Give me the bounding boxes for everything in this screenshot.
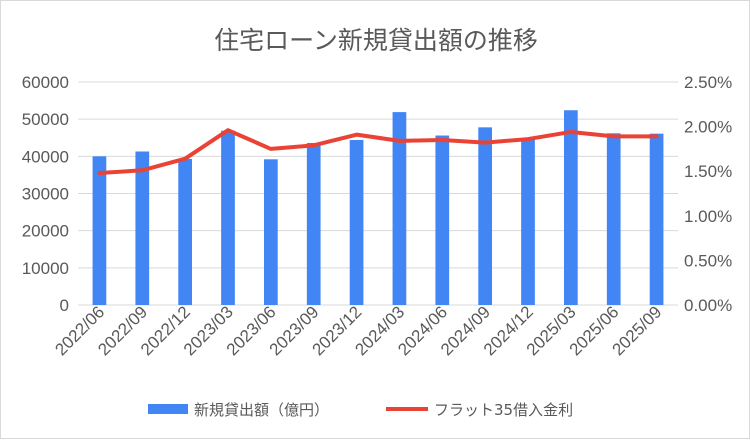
bar [521, 138, 535, 305]
y-left-tick-label: 60000 [22, 73, 69, 92]
bar [392, 112, 407, 305]
legend-bar-label: 新規貸出額（億円） [194, 401, 329, 419]
y-right-tick-label: 1.50% [684, 162, 732, 181]
left-axis-ticks: 0 10000 20000 30000 40000 50000 60000 [22, 73, 69, 315]
y-right-tick-label: 2.50% [684, 73, 732, 92]
bar [649, 133, 664, 305]
bar [306, 142, 321, 305]
y-left-tick-label: 30000 [22, 185, 69, 204]
bar [478, 127, 492, 306]
y-left-tick-label: 20000 [22, 222, 69, 241]
bar [221, 130, 235, 305]
right-axis-ticks: 0.00% 0.50% 1.00% 1.50% 2.00% 2.50% [684, 73, 732, 315]
legend: 新規貸出額（億円） フラット35借入金利 [148, 401, 573, 419]
y-left-tick-label: 0 [60, 296, 69, 315]
chart-title: 住宅ローン新規貸出額の推移 [214, 26, 538, 55]
bar [564, 110, 578, 305]
y-left-tick-label: 40000 [22, 147, 69, 166]
gridlines [78, 81, 678, 306]
legend-line-label: フラット35借入金利 [434, 401, 573, 419]
bar [349, 139, 364, 305]
bar [178, 158, 192, 305]
interest-rate-line [97, 128, 659, 175]
y-right-tick-label: 2.00% [684, 118, 732, 137]
bar [92, 156, 107, 305]
x-axis-ticks: 2022/062022/092022/122023/032023/062023/… [51, 302, 665, 359]
bar [435, 135, 450, 305]
bar [135, 151, 150, 305]
y-right-tick-label: 0.50% [684, 251, 732, 270]
y-left-tick-label: 10000 [22, 259, 69, 278]
bar [606, 133, 621, 305]
bar [264, 159, 278, 305]
legend-bar-swatch [148, 404, 188, 414]
bar-series [92, 110, 664, 306]
line-series [97, 128, 659, 175]
y-right-tick-label: 0.00% [684, 296, 732, 315]
y-right-tick-label: 1.00% [684, 207, 732, 226]
y-left-tick-label: 50000 [22, 110, 69, 129]
